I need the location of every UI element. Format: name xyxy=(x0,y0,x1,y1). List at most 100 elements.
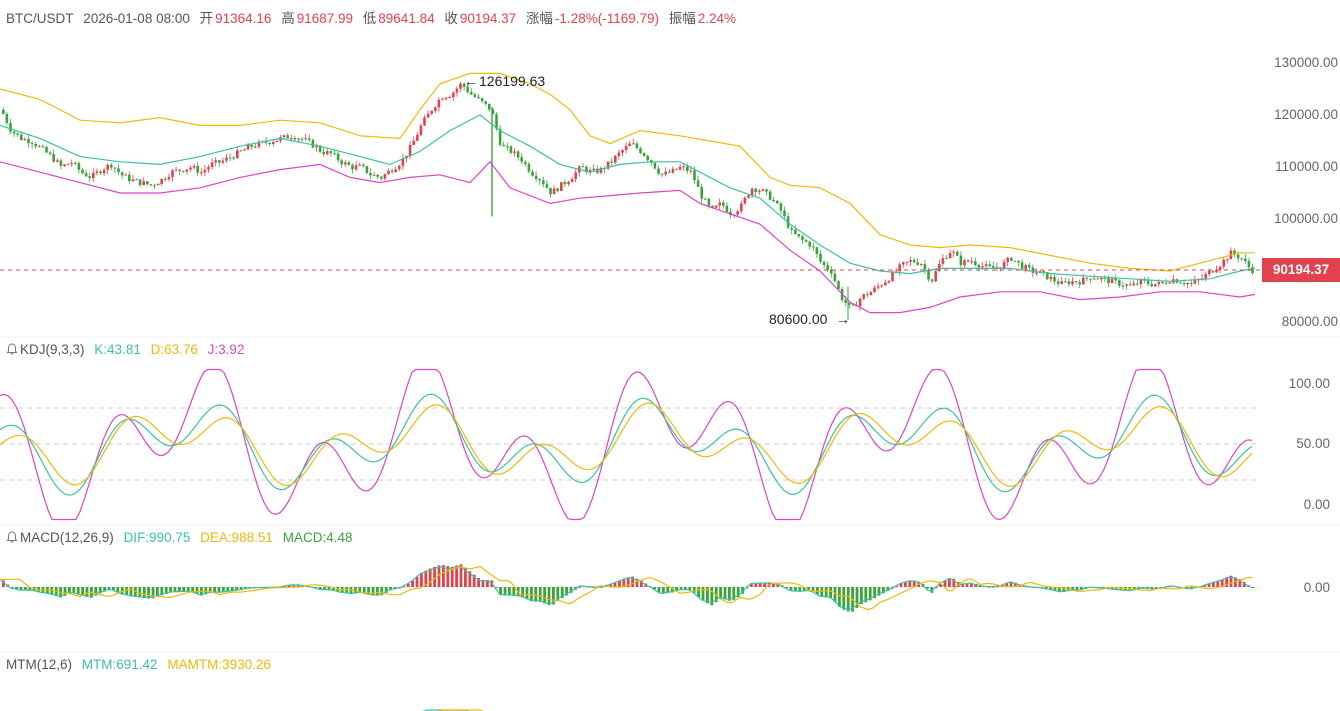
macd-bar xyxy=(1146,587,1149,589)
candle-body xyxy=(1056,281,1060,284)
candle-body xyxy=(401,158,405,166)
macd-bar xyxy=(820,587,824,597)
candle-body xyxy=(1114,278,1117,281)
macd-bar xyxy=(565,587,568,596)
candle-body xyxy=(646,155,649,161)
macd-bar xyxy=(547,587,551,606)
macd-bar xyxy=(1150,587,1154,590)
candle-body xyxy=(1049,276,1053,280)
candle-body xyxy=(747,195,750,198)
macd-bar xyxy=(195,587,199,594)
macd-bar xyxy=(1053,587,1057,591)
candle-body xyxy=(498,128,502,145)
macd-bar xyxy=(930,587,934,593)
macd-bar xyxy=(758,582,762,587)
candle-body xyxy=(95,171,99,173)
candle-body xyxy=(696,180,700,187)
macd-bar xyxy=(85,587,89,597)
macd-header[interactable]: MACD(12,26,9) DIF:990.75 DEA:988.51 MACD… xyxy=(6,530,358,545)
candle-body xyxy=(527,163,531,172)
candle-body xyxy=(160,178,163,184)
macd-bar xyxy=(807,587,810,592)
candle-body xyxy=(599,167,603,173)
macd-bar xyxy=(1238,579,1242,587)
candle-body xyxy=(1125,284,1128,286)
macd-bar xyxy=(151,587,155,599)
candle-body xyxy=(790,227,793,230)
candle-body xyxy=(1006,257,1009,262)
candle-body xyxy=(930,279,934,282)
bell-icon[interactable] xyxy=(6,531,18,543)
macd-bar xyxy=(1212,582,1215,587)
candle-body xyxy=(102,169,106,174)
macd-bar xyxy=(424,570,428,587)
macd-bar xyxy=(296,584,300,587)
candle-body xyxy=(653,162,657,169)
macd-bar xyxy=(552,587,555,605)
candle-body xyxy=(1096,278,1099,280)
candle-body xyxy=(797,234,801,237)
candle-body xyxy=(621,150,624,153)
last-price-tag: 90194.37 xyxy=(1262,258,1340,282)
macd-bar xyxy=(362,587,366,594)
candle-body xyxy=(761,189,765,191)
bell-icon[interactable] xyxy=(6,343,18,355)
mtm-header[interactable]: MTM(12,6) MTM:691.42 MAMTM:3930.26 xyxy=(6,657,277,672)
kdj-layer xyxy=(0,368,1253,521)
candle-body xyxy=(981,266,984,268)
candle-body xyxy=(941,258,945,264)
candle-body xyxy=(444,97,448,100)
macd-bar xyxy=(72,587,76,594)
candle-body xyxy=(1100,277,1103,280)
candle-body xyxy=(430,110,433,114)
candle-body xyxy=(545,184,549,188)
candle-body xyxy=(689,170,693,172)
candle-body xyxy=(502,144,505,147)
macd-bar xyxy=(1044,587,1048,589)
candle-body xyxy=(254,146,257,148)
macd-bar xyxy=(556,587,560,602)
macd-bar xyxy=(222,587,225,593)
candle-body xyxy=(336,153,340,161)
kdj-d-line xyxy=(0,402,1253,487)
candle-body xyxy=(408,145,412,156)
candle-body xyxy=(390,170,394,173)
macd-bar xyxy=(318,587,322,590)
datetime: 2026-01-08 08:00 xyxy=(83,11,190,26)
candle-body xyxy=(959,255,963,266)
macd-bar xyxy=(1154,587,1158,589)
macd-bar xyxy=(107,587,111,590)
candle-body xyxy=(452,92,455,98)
macd-bar xyxy=(503,587,507,596)
macd-bar xyxy=(459,564,463,587)
candle-body xyxy=(380,176,383,179)
candle-body xyxy=(1247,261,1251,268)
candle-body xyxy=(369,173,372,176)
candle-body xyxy=(538,179,541,181)
macd-bar xyxy=(464,567,467,587)
macd-bar xyxy=(358,587,362,593)
macd-bar xyxy=(1203,585,1206,587)
macd-bar xyxy=(1009,581,1013,587)
candle-body xyxy=(614,156,617,163)
macd-bar xyxy=(912,580,916,587)
candle-body xyxy=(693,170,696,181)
candle-body xyxy=(1035,272,1038,274)
macd-bar xyxy=(477,577,480,587)
candle-body xyxy=(473,94,477,97)
macd-bar xyxy=(1075,587,1079,591)
macd-bar xyxy=(411,580,414,587)
candle-body xyxy=(880,285,883,287)
candle-body xyxy=(491,109,495,115)
candle-body xyxy=(524,161,527,164)
candle-body xyxy=(218,160,221,163)
kdj-header[interactable]: KDJ(9,3,3) K:43.81 D:63.76 J:3.92 xyxy=(6,342,250,357)
candle-body xyxy=(182,170,185,172)
close-value: 90194.37 xyxy=(459,11,517,26)
candle-body xyxy=(394,169,397,173)
candle-body xyxy=(34,144,37,147)
candle-body xyxy=(365,166,369,173)
kdj-k: K:43.81 xyxy=(94,342,141,357)
macd-bar xyxy=(525,587,529,600)
